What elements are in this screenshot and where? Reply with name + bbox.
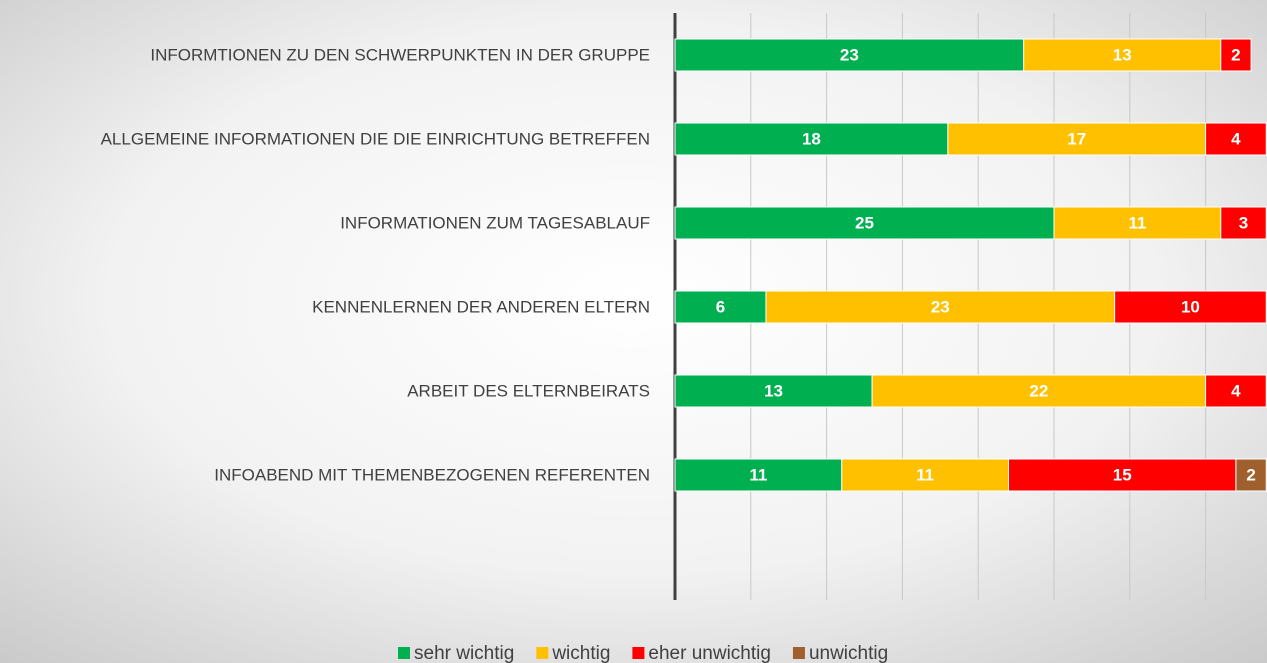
bar-segment	[1008, 458, 1237, 492]
category-label: ARBEIT DES ELTERNBEIRATS	[407, 381, 650, 400]
legend-label: wichtig	[551, 643, 610, 663]
data-label: 11	[749, 465, 767, 484]
data-label: 25	[855, 213, 874, 232]
bar-segment	[1053, 206, 1222, 240]
bar-segment	[1023, 38, 1222, 72]
legend-swatch	[792, 647, 805, 659]
bar-segment	[1220, 38, 1252, 72]
bar-segment	[1205, 374, 1267, 408]
category-label: INFORMTIONEN ZU DEN SCHWERPUNKTEN IN DER…	[150, 45, 650, 64]
legend-swatch	[536, 647, 549, 659]
bar-segment	[1114, 290, 1267, 324]
bar-segment	[1205, 122, 1267, 156]
data-label: 13	[1113, 45, 1132, 64]
bar-segment	[674, 122, 949, 156]
data-label: 18	[802, 129, 821, 148]
data-label: 11	[916, 465, 934, 484]
data-label: 23	[840, 45, 859, 64]
bar-segment	[765, 290, 1116, 324]
category-label: KENNENLERNEN DER ANDEREN ELTERN	[312, 297, 650, 316]
bar-segment	[871, 374, 1207, 408]
data-label: 17	[1067, 129, 1086, 148]
category-label: INFORMATIONEN ZUM TAGESABLAUF	[340, 213, 650, 232]
category-label: ALLGEMEINE INFORMATIONEN DIE DIE EINRICH…	[101, 129, 650, 148]
data-label: 6	[716, 297, 725, 316]
data-label: 23	[931, 297, 950, 316]
legend-swatch	[632, 647, 645, 659]
data-label: 4	[1231, 381, 1241, 400]
bar-segment	[674, 206, 1055, 240]
bar-segment	[674, 290, 767, 324]
data-label: 10	[1181, 297, 1200, 316]
data-label: 4	[1231, 129, 1241, 148]
bar-segment	[841, 458, 1010, 492]
data-label: 3	[1239, 213, 1248, 232]
bar-segment	[1235, 458, 1267, 492]
data-label: 11	[1128, 213, 1146, 232]
bar-segment	[947, 122, 1207, 156]
bar-segment	[1220, 206, 1267, 240]
legend-label: sehr wichtig	[414, 643, 514, 663]
data-label: 13	[764, 381, 783, 400]
data-label: 2	[1231, 45, 1240, 64]
category-label: INFOABEND MIT THEMENBEZOGENEN REFERENTEN	[214, 465, 650, 484]
data-label: 2	[1246, 465, 1255, 484]
bar-segment	[674, 458, 843, 492]
legend-label: eher unwichtig	[648, 643, 771, 663]
legend-swatch	[398, 647, 410, 659]
legend-label: unwichtig	[809, 643, 888, 663]
data-label: 15	[1113, 465, 1132, 484]
data-label: 22	[1029, 381, 1048, 400]
bar-segment	[674, 374, 873, 408]
